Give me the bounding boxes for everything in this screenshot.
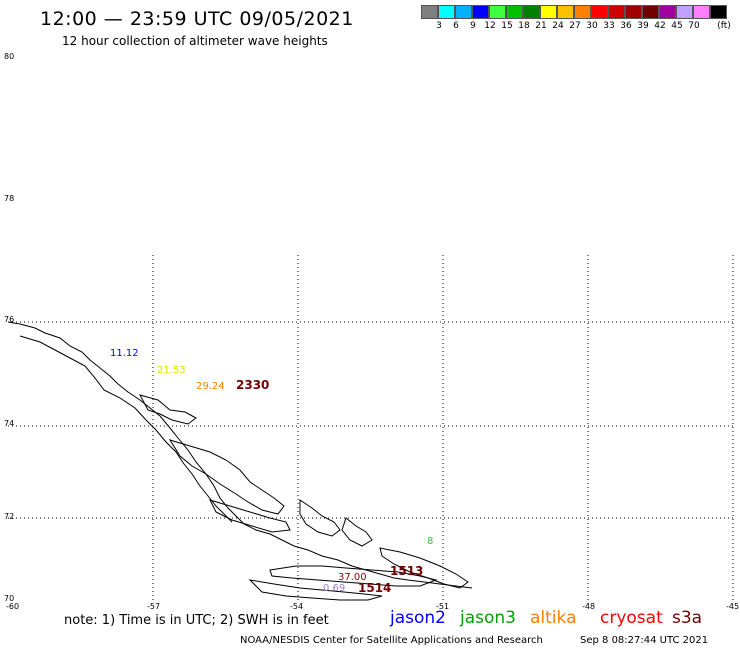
- lon-label: -48: [582, 602, 595, 611]
- legend-label: 21: [535, 21, 547, 31]
- observation-label: 8: [427, 536, 433, 547]
- lon-label: -54: [290, 602, 303, 611]
- lon-label: -60: [6, 602, 19, 611]
- legend-swatch: [591, 5, 608, 19]
- lat-label: 70: [4, 594, 14, 603]
- legend-swatch: [625, 5, 642, 19]
- legend-label: 18: [518, 21, 530, 31]
- coastline-islands-1: [139, 394, 197, 425]
- generated-timestamp: Sep 8 08:27:44 UTC 2021: [580, 635, 709, 646]
- lon-label: -57: [147, 602, 160, 611]
- satellite-cryosat: cryosat: [600, 608, 663, 628]
- satellite-jason3: jason3: [460, 608, 516, 628]
- observation-label: 21.53: [157, 365, 186, 376]
- legend-swatch: [574, 5, 591, 19]
- lat-label: 80: [4, 52, 14, 61]
- coastline-islands-2: [168, 439, 285, 515]
- legend-swatch: [608, 5, 625, 19]
- legend-swatch: [540, 5, 557, 19]
- legend-label: 39: [637, 21, 649, 31]
- observations: 11.12 21.53 29.24 2330 8 37.00 1513 0.69…: [110, 348, 433, 595]
- legend-label: 12: [484, 21, 496, 31]
- legend-label: 36: [620, 21, 632, 31]
- legend-swatch: [523, 5, 540, 19]
- observation-label: 1513: [390, 564, 423, 578]
- legend-label: 70: [688, 21, 700, 31]
- satellite-jason2: jason2: [390, 608, 446, 628]
- footnote: note: 1) Time is in UTC; 2) SWH is in fe…: [64, 613, 329, 628]
- lon-label: -51: [436, 602, 449, 611]
- coastline-fjord-2: [341, 517, 373, 547]
- legend-swatch: [693, 5, 710, 19]
- lat-label: 78: [4, 194, 14, 203]
- legend-swatch: [438, 5, 455, 19]
- credit-line: NOAA/NESDIS Center for Satellite Applica…: [240, 635, 543, 646]
- legend-label: 27: [569, 21, 581, 31]
- observation-label: 1514: [358, 581, 391, 595]
- coastline-inner: [19, 335, 233, 523]
- legend-label: 3: [436, 21, 442, 31]
- satellite-s3a: s3a: [672, 608, 703, 628]
- legend-label: 15: [501, 21, 513, 31]
- coastline-islands-3: [209, 499, 291, 533]
- legend-swatch: [506, 5, 523, 19]
- coastline-disko: [269, 565, 438, 587]
- legend-swatch: [642, 5, 659, 19]
- grid: [8, 255, 735, 600]
- observation-label: 37.00: [338, 572, 367, 583]
- lat-label: 76: [4, 315, 14, 324]
- lon-label: -45: [726, 602, 739, 611]
- lat-label: 74: [4, 419, 14, 428]
- legend-label: 30: [586, 21, 598, 31]
- observation-label: 29.24: [196, 381, 225, 392]
- legend-label: 33: [603, 21, 615, 31]
- coastline-southern: [248, 579, 383, 601]
- satellite-altika: altika: [530, 608, 577, 628]
- legend-label: 42: [654, 21, 666, 31]
- observation-label: 0.69: [323, 583, 345, 594]
- chart-subtitle: 12 hour collection of altimeter wave hei…: [62, 34, 328, 48]
- legend-swatch: [472, 5, 489, 19]
- lat-label: 72: [4, 512, 14, 521]
- legend-swatch: [676, 5, 693, 19]
- observation-label: 11.12: [110, 348, 139, 359]
- lon-axis-labels: -60 -57 -54 -51 -48 -45: [6, 602, 739, 611]
- color-legend: [421, 5, 727, 19]
- legend-unit: (ft): [717, 21, 731, 31]
- legend-swatch: [710, 5, 727, 19]
- coastline-fjord-1: [299, 499, 341, 537]
- legend-swatch: [455, 5, 472, 19]
- chart-title: 12:00 — 23:59 UTC 09/05/2021: [40, 8, 354, 30]
- observation-label: 2330: [236, 378, 269, 392]
- legend-swatch: [557, 5, 574, 19]
- legend-label: 9: [470, 21, 476, 31]
- legend-swatch: [489, 5, 506, 19]
- legend-label: 6: [453, 21, 459, 31]
- legend-swatch: [421, 5, 438, 19]
- coastline: [7, 321, 473, 601]
- coastline-main: [7, 321, 473, 589]
- legend-label: 45: [671, 21, 683, 31]
- legend-swatch: [659, 5, 676, 19]
- coastline-east-tip: [379, 547, 469, 589]
- legend-label: 24: [552, 21, 564, 31]
- lat-axis-labels: 80 78 76 74 72 70: [4, 52, 14, 603]
